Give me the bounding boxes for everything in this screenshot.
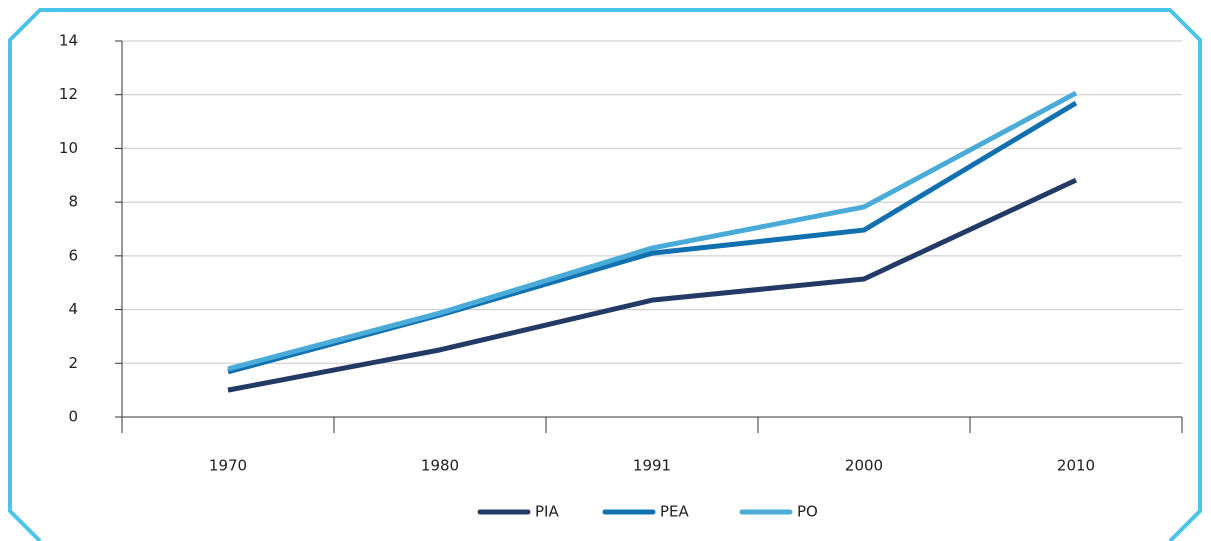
legend-label: PEA xyxy=(660,503,690,521)
frame xyxy=(8,8,1202,541)
y-tick-label: 4 xyxy=(68,300,78,318)
y-tick-label: 10 xyxy=(59,139,78,157)
x-tick-label: 1980 xyxy=(421,457,459,475)
x-tick-label: 1991 xyxy=(633,457,671,475)
y-tick-label: 12 xyxy=(59,85,78,103)
x-tick-label: 1970 xyxy=(209,457,247,475)
y-tick-label: 14 xyxy=(59,32,78,50)
series-line xyxy=(227,90,1078,372)
y-tick-label: 8 xyxy=(68,193,78,211)
series-line xyxy=(227,177,1078,393)
y-tick-label: 2 xyxy=(68,354,78,372)
legend-label: PIA xyxy=(535,503,559,521)
x-tick-label: 2000 xyxy=(845,457,883,475)
x-tick-label: 2010 xyxy=(1057,457,1095,475)
legend-label: PO xyxy=(797,503,818,521)
y-tick-label: 0 xyxy=(68,408,78,426)
y-tick-label: 6 xyxy=(68,246,78,264)
